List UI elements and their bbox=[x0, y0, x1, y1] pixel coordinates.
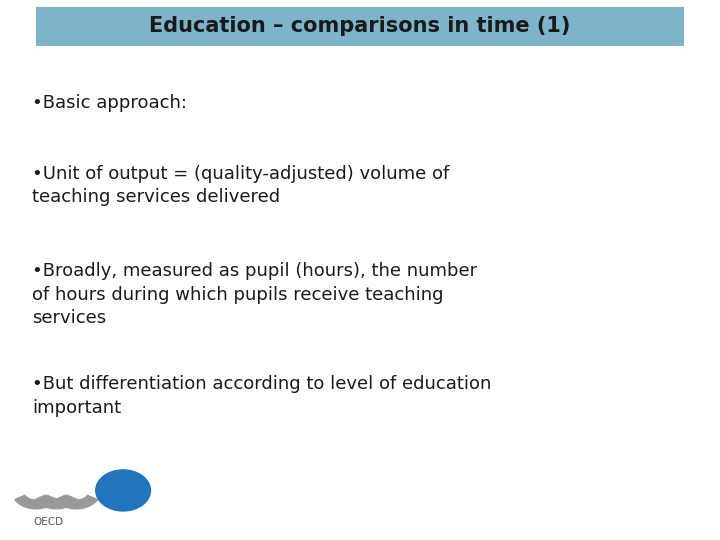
Text: •Broadly, measured as pupil (hours), the number
of hours during which pupils rec: •Broadly, measured as pupil (hours), the… bbox=[32, 262, 477, 327]
Polygon shape bbox=[35, 495, 77, 509]
Text: •Unit of output = (quality-adjusted) volume of
teaching services delivered: •Unit of output = (quality-adjusted) vol… bbox=[32, 165, 450, 206]
FancyBboxPatch shape bbox=[36, 7, 684, 46]
Text: OECD: OECD bbox=[34, 517, 64, 527]
Polygon shape bbox=[55, 495, 97, 509]
Circle shape bbox=[96, 470, 150, 511]
Text: Education – comparisons in time (1): Education – comparisons in time (1) bbox=[149, 16, 571, 37]
Text: •Basic approach:: •Basic approach: bbox=[32, 94, 187, 112]
Polygon shape bbox=[15, 495, 57, 509]
Text: •But differentiation according to level of education
important: •But differentiation according to level … bbox=[32, 375, 492, 417]
